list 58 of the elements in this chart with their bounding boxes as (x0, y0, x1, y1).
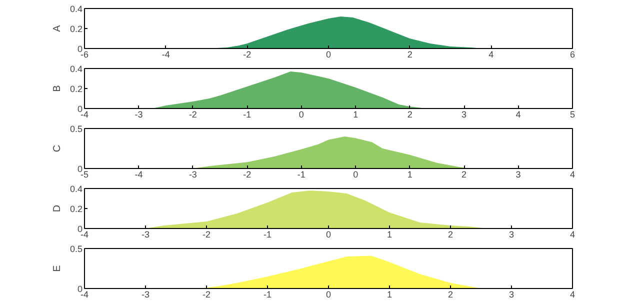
y-axis-title: B (52, 84, 63, 92)
x-tick-label: 4 (570, 170, 576, 180)
x-tick-label: 2 (407, 50, 412, 60)
y-axis-title: D (52, 204, 63, 212)
x-tick-label: 0 (326, 290, 332, 300)
x-tick-label: 3 (462, 110, 467, 120)
y-axis-title: A (52, 24, 63, 32)
x-tick-label: 2 (448, 290, 454, 300)
x-tick-label: 3 (508, 230, 514, 240)
y-axis-title: C (52, 144, 63, 152)
y-tick-label: 0.5 (70, 244, 83, 254)
x-tick-label: -3 (142, 230, 150, 240)
x-tick-label: -3 (188, 170, 197, 180)
x-tick-label: 4 (570, 290, 576, 300)
x-tick-label: -1 (243, 110, 252, 120)
x-tick-label: -3 (142, 290, 150, 300)
x-tick-label: -2 (243, 50, 252, 60)
y-tick-label: 0.4 (70, 64, 83, 74)
x-tick-label: 2 (462, 170, 467, 180)
x-tick-label: 1 (386, 290, 392, 300)
x-tick-label: 5 (570, 110, 576, 120)
y-tick-label: 0.5 (70, 124, 83, 134)
x-tick-label: -2 (202, 230, 211, 240)
y-tick-label: 0.2 (70, 24, 83, 34)
y-tick-label: 0.4 (70, 184, 83, 194)
x-tick-label: 4 (516, 110, 521, 120)
x-tick-label: 1 (386, 230, 392, 240)
x-tick-label: 0 (353, 170, 358, 180)
x-tick-label: -4 (162, 50, 170, 60)
x-tick-label: 3 (516, 170, 521, 180)
x-tick-label: 4 (488, 50, 494, 60)
x-tick-label: -5 (80, 170, 89, 180)
x-tick-label: 0 (326, 230, 332, 240)
x-tick-label: -4 (80, 230, 89, 240)
x-tick-label: -4 (80, 290, 89, 300)
x-tick-label: 6 (570, 50, 576, 60)
x-tick-label: -4 (80, 110, 89, 120)
x-tick-label: 1 (407, 170, 412, 180)
x-tick-label: 3 (508, 290, 514, 300)
x-tick-label: -1 (297, 170, 306, 180)
x-tick-label: -3 (134, 110, 143, 120)
y-tick-label: 0.4 (70, 4, 83, 14)
x-tick-label: -2 (243, 170, 252, 180)
x-tick-label: 2 (448, 230, 454, 240)
x-tick-label: -1 (264, 230, 272, 240)
x-tick-label: 0 (326, 50, 332, 60)
x-tick-label: 1 (353, 110, 358, 120)
x-tick-label: -4 (134, 170, 143, 180)
x-tick-label: 2 (407, 110, 412, 120)
x-tick-label: -6 (80, 50, 89, 60)
y-tick-label: 0.2 (70, 204, 83, 214)
x-tick-label: 4 (570, 230, 576, 240)
y-tick-label: 0.2 (70, 84, 83, 94)
x-tick-label: -2 (188, 110, 197, 120)
y-axis-title: E (52, 264, 63, 272)
x-tick-label: -2 (202, 290, 211, 300)
x-tick-label: 0 (298, 110, 304, 120)
x-tick-label: -1 (264, 290, 272, 300)
